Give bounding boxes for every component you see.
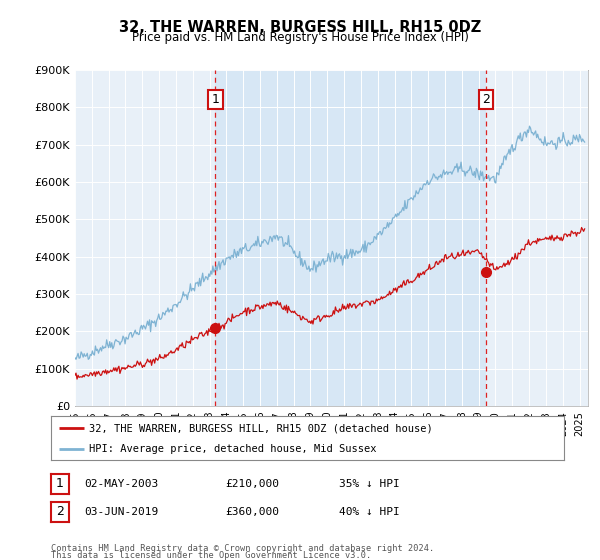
Text: 40% ↓ HPI: 40% ↓ HPI [339,507,400,517]
Text: 32, THE WARREN, BURGESS HILL, RH15 0DZ: 32, THE WARREN, BURGESS HILL, RH15 0DZ [119,20,481,35]
Text: 1: 1 [56,477,64,491]
Text: Contains HM Land Registry data © Crown copyright and database right 2024.: Contains HM Land Registry data © Crown c… [51,544,434,553]
Text: 2: 2 [482,94,490,106]
Text: 35% ↓ HPI: 35% ↓ HPI [339,479,400,489]
Text: 02-MAY-2003: 02-MAY-2003 [84,479,158,489]
Text: This data is licensed under the Open Government Licence v3.0.: This data is licensed under the Open Gov… [51,551,371,560]
Text: £210,000: £210,000 [225,479,279,489]
Text: 32, THE WARREN, BURGESS HILL, RH15 0DZ (detached house): 32, THE WARREN, BURGESS HILL, RH15 0DZ (… [89,423,433,433]
Text: £360,000: £360,000 [225,507,279,517]
Bar [215,70,486,406]
Text: 2: 2 [56,505,64,519]
Text: 1: 1 [212,94,220,106]
Text: HPI: Average price, detached house, Mid Sussex: HPI: Average price, detached house, Mid … [89,444,377,454]
Text: Price paid vs. HM Land Registry's House Price Index (HPI): Price paid vs. HM Land Registry's House … [131,31,469,44]
Text: 03-JUN-2019: 03-JUN-2019 [84,507,158,517]
